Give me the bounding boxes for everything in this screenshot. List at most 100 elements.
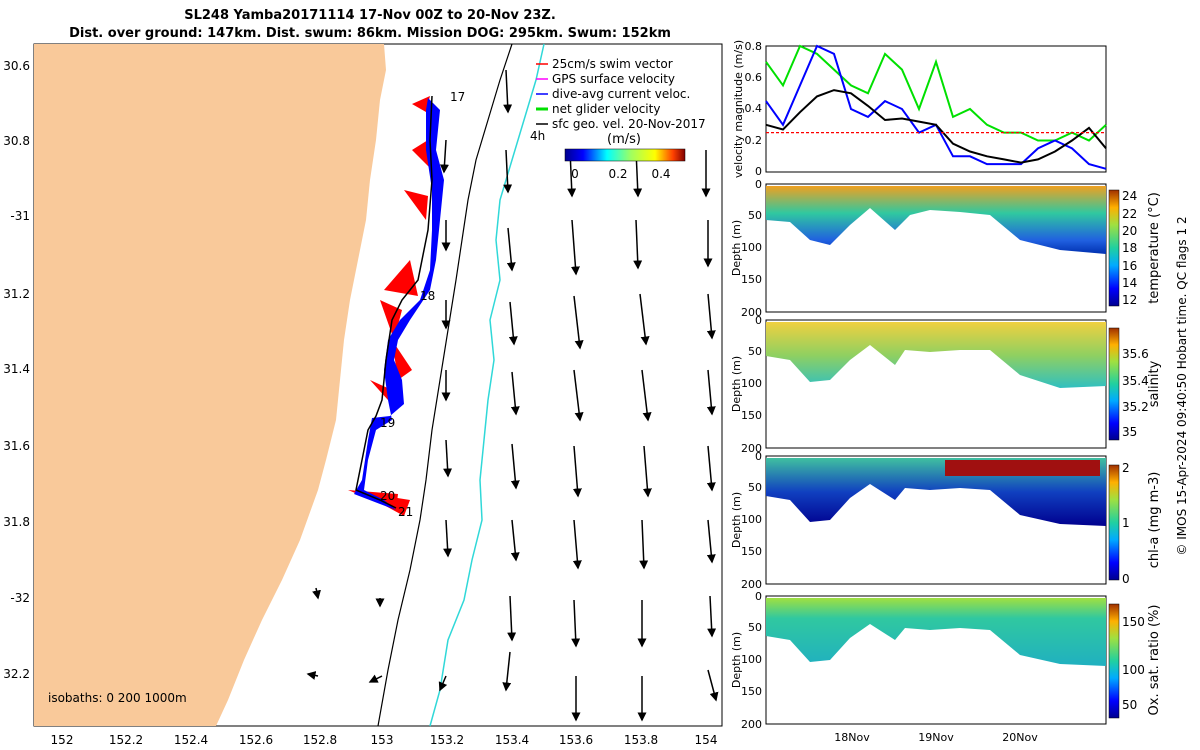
map-lon-ticks: 152 152.2 152.4 152.6 152.8 153 153.2 15… (51, 733, 718, 747)
depth-tick: 50 (748, 481, 762, 494)
lon-tick: 153.8 (624, 733, 658, 747)
geo-arrow-col-2 (502, 69, 520, 692)
lat-tick: -32 (10, 591, 30, 605)
lon-tick: 153.6 (559, 733, 593, 747)
track-day-labels: 17 18 19 20 21 4h (380, 90, 545, 519)
depth-tick: 200 (741, 442, 762, 455)
depth-label: Depth (m) (730, 220, 743, 276)
chla-high-band (945, 460, 1100, 476)
velocity-panel: 0 0.2 0.4 0.6 0.8 velocity magnitude (m/… (732, 40, 1107, 178)
lat-tick: 31.2 (3, 287, 30, 301)
velocity-frame (765, 45, 1107, 173)
day-label: 20 (380, 489, 395, 503)
time-xticks: 18Nov 19Nov 20Nov (834, 731, 1038, 744)
lon-tick: 153.4 (495, 733, 529, 747)
map-legend: 25cm/s swim vector GPS surface velocity … (536, 57, 706, 181)
lon-tick: 154 (695, 733, 718, 747)
velocity-colorbar (564, 148, 686, 162)
velocity-ytick: 0.4 (745, 102, 763, 115)
section-depth-ticks: 0 50 100 150 200 0 50 100 150 200 0 50 1… (741, 178, 762, 731)
temp-cbar-tick: 18 (1122, 241, 1137, 255)
geo-arrow-col-1 (439, 139, 453, 558)
map-panel: 30.6 30.8 -31 31.2 31.4 31.6 31.8 -32 32… (3, 43, 723, 747)
ox-cbar-tick: 100 (1122, 663, 1145, 677)
temperature-colorbar (1108, 189, 1120, 307)
velocity-series-line (765, 44, 1107, 142)
salinity-cbar-label: salinity (1147, 360, 1162, 407)
velocity-ytick: 0.6 (745, 71, 763, 84)
depth-label: Depth (m) (730, 356, 743, 412)
depth-tick: 0 (755, 590, 762, 603)
temperature-field (766, 186, 1106, 254)
legend-item: GPS surface velocity (552, 72, 675, 86)
chart-title-line1: SL248 Yamba20171114 17-Nov 00Z to 20-Nov… (184, 8, 556, 23)
map-lat-ticks: 30.6 30.8 -31 31.2 31.4 31.6 31.8 -32 32… (3, 59, 30, 681)
depth-tick: 200 (741, 718, 762, 731)
oxygen-panel (765, 595, 1120, 725)
depth-tick: 150 (741, 545, 762, 558)
chla-cbar-label: chl-a (mg m-3) (1147, 472, 1162, 569)
depth-label: Depth (m) (730, 632, 743, 688)
sal-cbar-tick: 35.2 (1122, 400, 1149, 414)
depth-label: Depth (m) (730, 492, 743, 548)
lat-tick: 32.2 (3, 667, 30, 681)
isobath-1000 (377, 43, 513, 727)
day-label: 18 (420, 289, 435, 303)
lon-tick: 153.2 (430, 733, 464, 747)
temperature-cbar-label: temperature (°C) (1147, 192, 1162, 304)
depth-tick: 200 (741, 306, 762, 319)
velocity-colorbar-tick: 0.4 (651, 167, 670, 181)
legend-item: dive-avg current veloc. (552, 87, 690, 101)
colorbar-ticks: 24 22 20 18 16 14 12 35.6 35.4 35.2 35 2… (1122, 189, 1149, 712)
lon-tick: 152 (51, 733, 74, 747)
temp-cbar-tick: 12 (1122, 293, 1137, 307)
lon-tick: 153 (371, 733, 394, 747)
time-xtick: 18Nov (834, 731, 870, 744)
lon-tick: 152.6 (239, 733, 273, 747)
lon-tick: 152.2 (109, 733, 143, 747)
salinity-colorbar (1108, 327, 1120, 441)
oxygen-cbar-label: Ox. sat. ratio (%) (1147, 605, 1162, 716)
ox-cbar-tick: 50 (1122, 698, 1137, 712)
lat-tick: 31.8 (3, 515, 30, 529)
time-xtick: 19Nov (918, 731, 954, 744)
hour-label: 4h (530, 129, 545, 143)
oxygen-field (766, 598, 1106, 666)
lat-tick: 31.4 (3, 362, 30, 376)
colorbar-labels: temperature (°C) salinity chl-a (mg m-3)… (1147, 192, 1162, 715)
time-xtick: 20Nov (1002, 731, 1038, 744)
temperature-panel (765, 183, 1120, 313)
dive-avg-vectors (354, 98, 444, 510)
depth-tick: 0 (755, 178, 762, 191)
chart-title-line2: Dist. over ground: 147km. Dist. swum: 86… (69, 26, 671, 41)
land-mass (34, 44, 386, 726)
sal-cbar-tick: 35.4 (1122, 374, 1149, 388)
glider-track (355, 95, 433, 509)
temp-cbar-tick: 22 (1122, 207, 1137, 221)
day-label: 17 (450, 90, 465, 104)
legend-item: sfc geo. vel. 20-Nov-2017 (552, 117, 706, 131)
velocity-ytick: 0.2 (745, 134, 763, 147)
chl-cbar-tick: 1 (1122, 516, 1130, 530)
depth-tick: 150 (741, 409, 762, 422)
lat-tick: 30.6 (3, 59, 30, 73)
velocity-colorbar-tick: 0 (571, 167, 579, 181)
oxygen-colorbar (1108, 603, 1120, 719)
temp-cbar-tick: 24 (1122, 189, 1137, 203)
velocity-series-line (765, 89, 1107, 164)
salinity-field (766, 322, 1106, 388)
chla-panel (765, 455, 1120, 585)
isobath-200 (429, 43, 545, 727)
depth-tick: 0 (755, 450, 762, 463)
depth-tick: 200 (741, 578, 762, 591)
depth-tick: 150 (741, 685, 762, 698)
depth-tick: 100 (741, 513, 762, 526)
ox-cbar-tick: 150 (1122, 615, 1145, 629)
depth-tick: 0 (755, 314, 762, 327)
salinity-panel (765, 319, 1120, 449)
day-label: 19 (380, 416, 395, 430)
depth-tick: 50 (748, 345, 762, 358)
lon-tick: 152.8 (303, 733, 337, 747)
chla-colorbar (1108, 464, 1120, 581)
velocity-colorbar-unit: (m/s) (607, 132, 641, 147)
